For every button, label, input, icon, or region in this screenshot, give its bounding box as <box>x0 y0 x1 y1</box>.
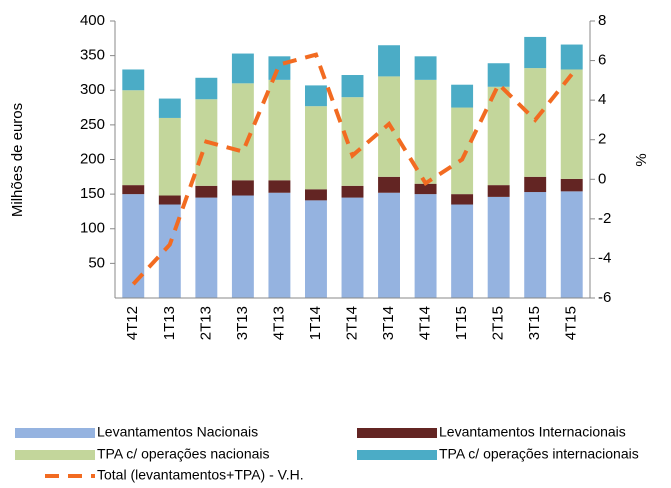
y-tick-label: 350 <box>80 47 105 64</box>
bar <box>305 85 327 107</box>
bar <box>560 191 583 298</box>
bar <box>122 194 145 298</box>
y-tick-label: 100 <box>80 220 105 237</box>
bar <box>487 63 510 87</box>
legend-swatch <box>357 428 437 438</box>
y-axis-title: Milhões de euros <box>9 103 26 217</box>
x-tick-label: 1T13 <box>161 306 178 340</box>
legend-swatch <box>15 450 95 460</box>
x-tick-label: 3T13 <box>234 306 251 340</box>
x-tick-label: 2T13 <box>197 306 214 340</box>
bar <box>158 98 181 118</box>
bar <box>414 194 437 298</box>
bar <box>524 36 547 69</box>
y-tick-label: 150 <box>80 185 105 202</box>
bar <box>268 79 291 181</box>
x-tick-label: 4T13 <box>270 306 287 340</box>
bar <box>231 180 254 196</box>
x-tick-label: 1T14 <box>307 306 324 340</box>
bar <box>414 183 437 195</box>
bar <box>524 176 547 193</box>
bar <box>341 197 364 298</box>
y2-tick-label: 8 <box>598 12 606 29</box>
bar <box>451 204 474 298</box>
legend-swatch <box>357 450 437 460</box>
bar <box>414 56 437 80</box>
y2-tick-label: 0 <box>598 170 606 187</box>
bar <box>487 185 510 197</box>
y2-tick-label: 2 <box>598 131 606 148</box>
bar <box>487 196 510 298</box>
y2-tick-label: -4 <box>598 249 611 266</box>
legend-label: Levantamentos Internacionais <box>439 424 626 440</box>
bar <box>122 69 145 91</box>
bar <box>451 84 474 108</box>
y2-axis-title: % <box>633 153 650 166</box>
legend-label: TPA c/ operações nacionais <box>97 446 270 462</box>
x-tick-label: 3T15 <box>526 306 543 340</box>
y-tick-label: 200 <box>80 150 105 167</box>
bar <box>560 178 583 192</box>
bar <box>122 185 145 195</box>
bar <box>231 83 254 181</box>
bar <box>378 176 400 193</box>
x-tick-label: 4T15 <box>563 306 580 340</box>
x-tick-label: 1T15 <box>453 306 470 340</box>
bar <box>231 195 254 298</box>
legend-label: TPA c/ operações internacionais <box>439 446 639 462</box>
x-tick-label: 2T14 <box>343 306 360 340</box>
bar <box>195 185 218 198</box>
bar <box>231 53 254 84</box>
bar <box>341 185 364 198</box>
bar <box>451 107 474 195</box>
y-tick-label: 300 <box>80 81 105 98</box>
bar <box>524 192 547 298</box>
bar <box>305 106 327 190</box>
bar <box>378 192 400 298</box>
legend-swatch <box>15 428 95 438</box>
x-tick-label: 4T12 <box>124 306 141 340</box>
x-tick-label: 4T14 <box>417 306 434 340</box>
bar <box>560 69 583 179</box>
bar <box>560 44 583 70</box>
bar <box>268 56 291 80</box>
x-tick-label: 2T15 <box>490 306 507 340</box>
bar <box>414 79 437 184</box>
bar <box>268 180 291 193</box>
legend-label: Levantamentos Nacionais <box>97 424 258 440</box>
bar <box>305 200 327 298</box>
y2-tick-label: -6 <box>598 289 611 306</box>
bar <box>268 192 291 298</box>
x-tick-label: 3T14 <box>380 306 397 340</box>
y-tick-label: 400 <box>80 12 105 29</box>
y-tick-label: 250 <box>80 116 105 133</box>
bar <box>158 195 181 205</box>
bar <box>195 197 218 298</box>
bar <box>305 189 327 201</box>
bar <box>341 75 364 98</box>
y2-tick-label: -2 <box>598 210 611 227</box>
bar <box>378 45 400 77</box>
y2-tick-label: 6 <box>598 52 606 69</box>
y-tick-label: 50 <box>88 254 105 271</box>
bar <box>195 77 218 100</box>
line-series <box>131 52 574 286</box>
bar <box>487 86 510 186</box>
bar <box>122 90 145 186</box>
y2-tick-label: 4 <box>598 91 606 108</box>
bar <box>158 117 181 196</box>
bar <box>451 194 474 205</box>
bar <box>341 97 364 186</box>
legend-label: Total (levantamentos+TPA) - V.H. <box>97 467 304 483</box>
